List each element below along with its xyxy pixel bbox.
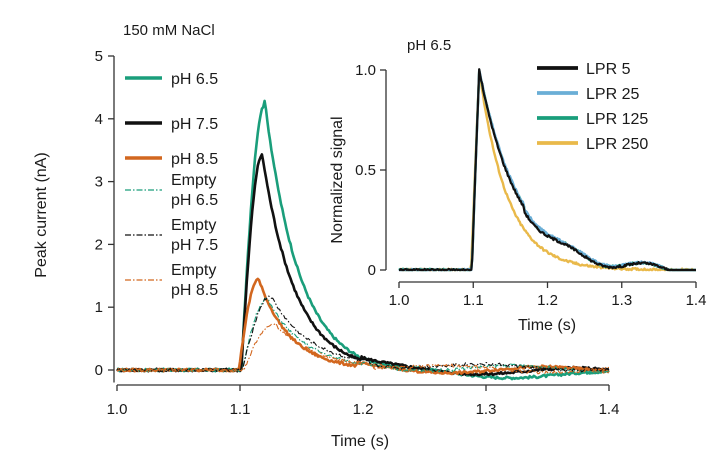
inset-x-tick-label: 1.2 [537,292,558,309]
main-legend-label: pH 7.5 [171,116,218,133]
inset-x-tick-label: 1.4 [686,292,707,309]
main-chart-title: 150 mM NaCl [123,22,215,39]
inset-x-tick-label: 1.1 [463,292,484,309]
inset-y-tick-label: 0.5 [355,162,376,179]
main-legend-label: pH 6.5 [171,192,218,209]
main-axes: 0 1 2 3 4 5 1.0 1.1 1.2 1.3 1.4 [95,48,620,418]
main-legend-label: Empty [171,217,216,234]
inset-legend-label: LPR 250 [586,136,648,153]
main-x-tick-label: 1.4 [599,401,620,418]
main-y-tick-label: 3 [95,174,103,191]
main-legend: pH 6.5 pH 7.5 pH 8.5 Empty pH 6.5 Empty pH 7.5… [125,71,218,299]
inset-y-tick-label: 1.0 [355,62,376,79]
main-x-tick-label: 1.0 [107,401,128,418]
main-legend-label: pH 7.5 [171,237,218,254]
inset-legend-label: LPR 5 [586,61,631,78]
inset-chart-title: pH 6.5 [407,37,451,54]
inset-x-tick-label: 1.0 [389,292,410,309]
inset-series [398,68,697,272]
inset-x-tick-label: 1.3 [611,292,632,309]
inset-series-line [398,69,697,272]
main-chart: 150 mM NaCl 0 1 2 3 4 5 1.0 1.1 1.2 1.3 1.4 pH 6.5… [33,22,619,450]
inset-y-tick-label: 0 [368,262,376,279]
main-y-tick-label: 0 [95,362,103,379]
inset-axes: 0 0.5 1.0 1.0 1.1 1.2 1.3 1.4 [355,62,706,309]
main-legend-label: Empty [171,262,216,279]
main-series-line [116,297,610,374]
inset-series-line [398,68,697,272]
inset-series-line [398,68,697,272]
inset-legend-label: LPR 25 [586,86,639,103]
inset-legend-label: LPR 125 [586,111,648,128]
main-y-tick-label: 2 [95,236,103,253]
inset-series-line [398,69,697,272]
inset-x-axis-title: Time (s) [518,317,576,334]
main-x-axis-title: Time (s) [331,433,389,450]
inset-chart: pH 6.5 0 0.5 1.0 1.0 1.1 1.2 1.3 1.4 LPR 5 LPR 2… [329,37,706,334]
main-legend-label: pH 8.5 [171,282,218,299]
main-legend-label: pH 6.5 [171,71,218,88]
main-y-axis-title: Peak current (nA) [33,152,50,277]
main-y-tick-label: 4 [95,111,103,128]
main-legend-label: Empty [171,172,216,189]
inset-y-axis-title: Normalized signal [329,116,346,243]
main-series-line [116,295,610,373]
main-x-tick-label: 1.2 [353,401,374,418]
main-x-tick-label: 1.1 [230,401,251,418]
main-y-tick-label: 5 [95,48,103,65]
main-x-tick-label: 1.3 [476,401,497,418]
main-legend-label: pH 8.5 [171,151,218,168]
main-series [115,99,610,381]
inset-legend: LPR 5 LPR 25 LPR 125 LPR 250 [537,61,648,153]
main-y-tick-label: 1 [95,299,103,316]
main-series-line [116,322,610,375]
